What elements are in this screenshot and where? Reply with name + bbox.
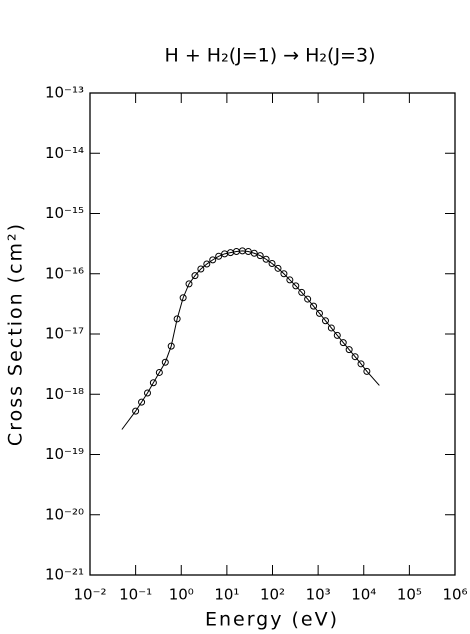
data-point — [351, 353, 359, 361]
y-tick-label: 10⁻²⁰ — [45, 505, 84, 523]
data-point — [310, 302, 318, 310]
data-point — [274, 264, 282, 272]
data-point — [363, 367, 371, 375]
x-tick-label: 10² — [260, 586, 285, 604]
data-point — [256, 252, 264, 260]
data-point — [339, 339, 347, 347]
y-tick-label: 10⁻¹⁴ — [45, 144, 84, 162]
data-point — [209, 256, 217, 264]
data-point — [357, 360, 365, 368]
x-tick-label: 10⁻² — [73, 586, 106, 604]
data-point — [173, 315, 181, 323]
x-tick-label: 10⁶ — [442, 586, 467, 604]
data-point — [132, 407, 140, 415]
y-tick-label: 10⁻¹⁸ — [45, 385, 84, 403]
x-tick-label: 10⁰ — [169, 586, 194, 604]
y-tick-label: 10⁻¹³ — [45, 84, 84, 102]
y-tick-label: 10⁻¹⁶ — [45, 264, 84, 282]
x-tick-label: 10¹ — [214, 586, 239, 604]
data-point — [167, 342, 175, 350]
y-tick-label: 10⁻¹⁷ — [45, 325, 84, 343]
data-point — [345, 346, 353, 354]
data-point — [155, 368, 163, 376]
data-point — [250, 249, 258, 257]
data-point — [304, 295, 312, 303]
data-point — [321, 317, 329, 325]
data-point — [298, 288, 306, 296]
data-point — [280, 270, 288, 278]
y-axis-label: Cross Section (cm²) — [5, 222, 27, 446]
data-point — [149, 379, 157, 387]
x-tick-label: 10⁴ — [351, 586, 376, 604]
data-point — [138, 398, 146, 406]
data-point — [327, 324, 335, 332]
data-point — [333, 331, 341, 339]
data-point — [191, 272, 199, 280]
data-point — [286, 276, 294, 284]
x-tick-label: 10⁻¹ — [119, 586, 152, 604]
plot-frame — [89, 92, 456, 576]
data-point — [179, 294, 187, 302]
y-tick-label: 10⁻¹⁹ — [45, 445, 84, 463]
data-point — [262, 255, 270, 263]
y-tick-label: 10⁻¹⁵ — [45, 204, 84, 222]
y-tick-label: 10⁻²¹ — [45, 566, 84, 584]
chart-title: H + H₂(J=1) → H₂(J=3) — [165, 45, 376, 67]
data-point — [315, 309, 323, 317]
data-point — [143, 389, 151, 397]
data-point — [292, 282, 300, 290]
data-point — [268, 259, 276, 267]
data-point — [185, 280, 193, 288]
x-tick-label: 10³ — [306, 586, 331, 604]
x-tick-label: 10⁵ — [397, 586, 422, 604]
data-point — [215, 252, 223, 260]
data-point — [197, 265, 205, 273]
data-point — [161, 358, 169, 366]
x-axis-label: Energy (eV) — [205, 609, 339, 631]
data-point — [203, 260, 211, 268]
